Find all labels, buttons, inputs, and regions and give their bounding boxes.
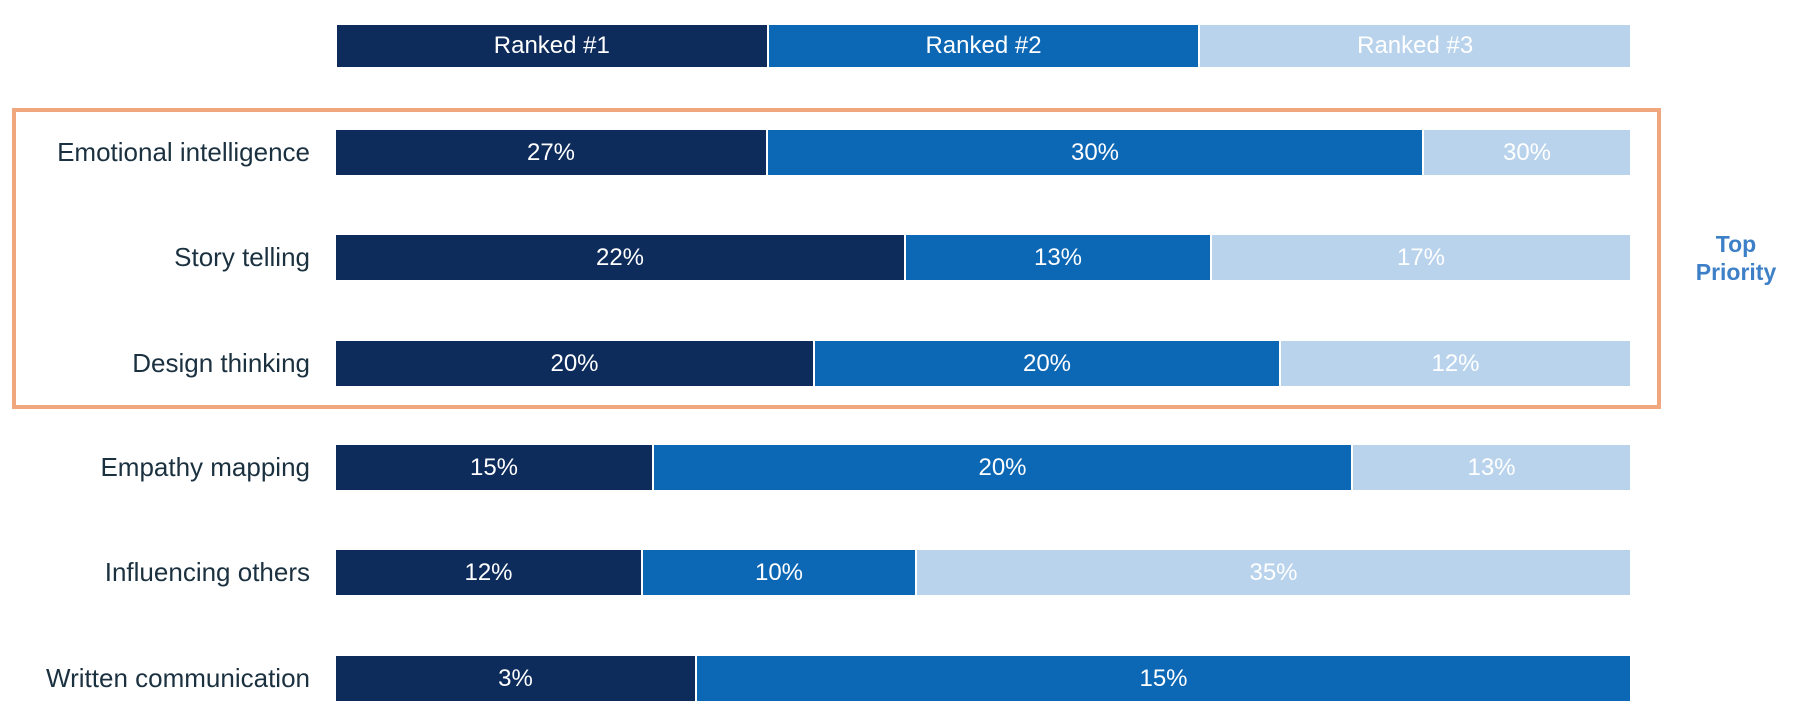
legend: Ranked #1 Ranked #2 Ranked #3 [337,25,1631,67]
bar-row: Empathy mapping 15% 20% 13% [0,445,1796,490]
bar-segment-rank1: 27% [336,130,766,175]
stacked-bar: 27% 30% 30% [336,130,1630,175]
bar-segment-rank2: 13% [906,235,1210,280]
bar-segment-rank2: 30% [768,130,1422,175]
bar-row: Story telling 22% 13% 17% [0,235,1796,280]
bar-row: Influencing others 12% 10% 35% [0,550,1796,595]
bar-segment-rank2: 20% [654,445,1351,490]
category-label: Story telling [174,242,310,272]
category-label: Empathy mapping [100,452,310,482]
bar-row: Written communication 3% 15% [0,656,1796,701]
stacked-bar: 12% 10% 35% [336,550,1630,595]
bar-segment-rank3: 17% [1212,235,1630,280]
stacked-bar: 3% 15% [336,656,1630,701]
bar-row: Design thinking 20% 20% 12% [0,341,1796,386]
category-label: Written communication [46,663,310,693]
stacked-bar: 20% 20% 12% [336,341,1630,386]
category-label: Emotional intelligence [57,137,310,167]
bar-segment-rank2: 10% [643,550,915,595]
top-priority-annotation: Top Priority [1672,230,1796,286]
legend-item-ranked-2: Ranked #2 [768,25,1199,67]
stacked-bar: 15% 20% 13% [336,445,1630,490]
bar-segment-rank1: 3% [336,656,695,701]
top-priority-line2: Priority [1695,259,1777,285]
bar-segment-rank2: 20% [815,341,1279,386]
bar-row: Emotional intelligence 27% 30% 30% [0,130,1796,175]
bar-segment-rank3: 35% [917,550,1630,595]
stacked-bar: 22% 13% 17% [336,235,1630,280]
bar-segment-rank1: 12% [336,550,641,595]
bar-segment-rank1: 22% [336,235,904,280]
bar-segment-rank3: 13% [1353,445,1630,490]
category-label: Design thinking [132,348,310,378]
legend-item-ranked-3: Ranked #3 [1200,25,1631,67]
bar-segment-rank3: 30% [1424,130,1630,175]
category-label: Influencing others [104,557,310,587]
top-priority-line1: Top [1715,231,1757,257]
bar-segment-rank1: 15% [336,445,652,490]
bar-segment-rank2: 15% [697,656,1630,701]
legend-item-ranked-1: Ranked #1 [337,25,767,67]
bar-segment-rank1: 20% [336,341,813,386]
top-priority-frame [12,108,1661,409]
bar-segment-rank3: 12% [1281,341,1630,386]
